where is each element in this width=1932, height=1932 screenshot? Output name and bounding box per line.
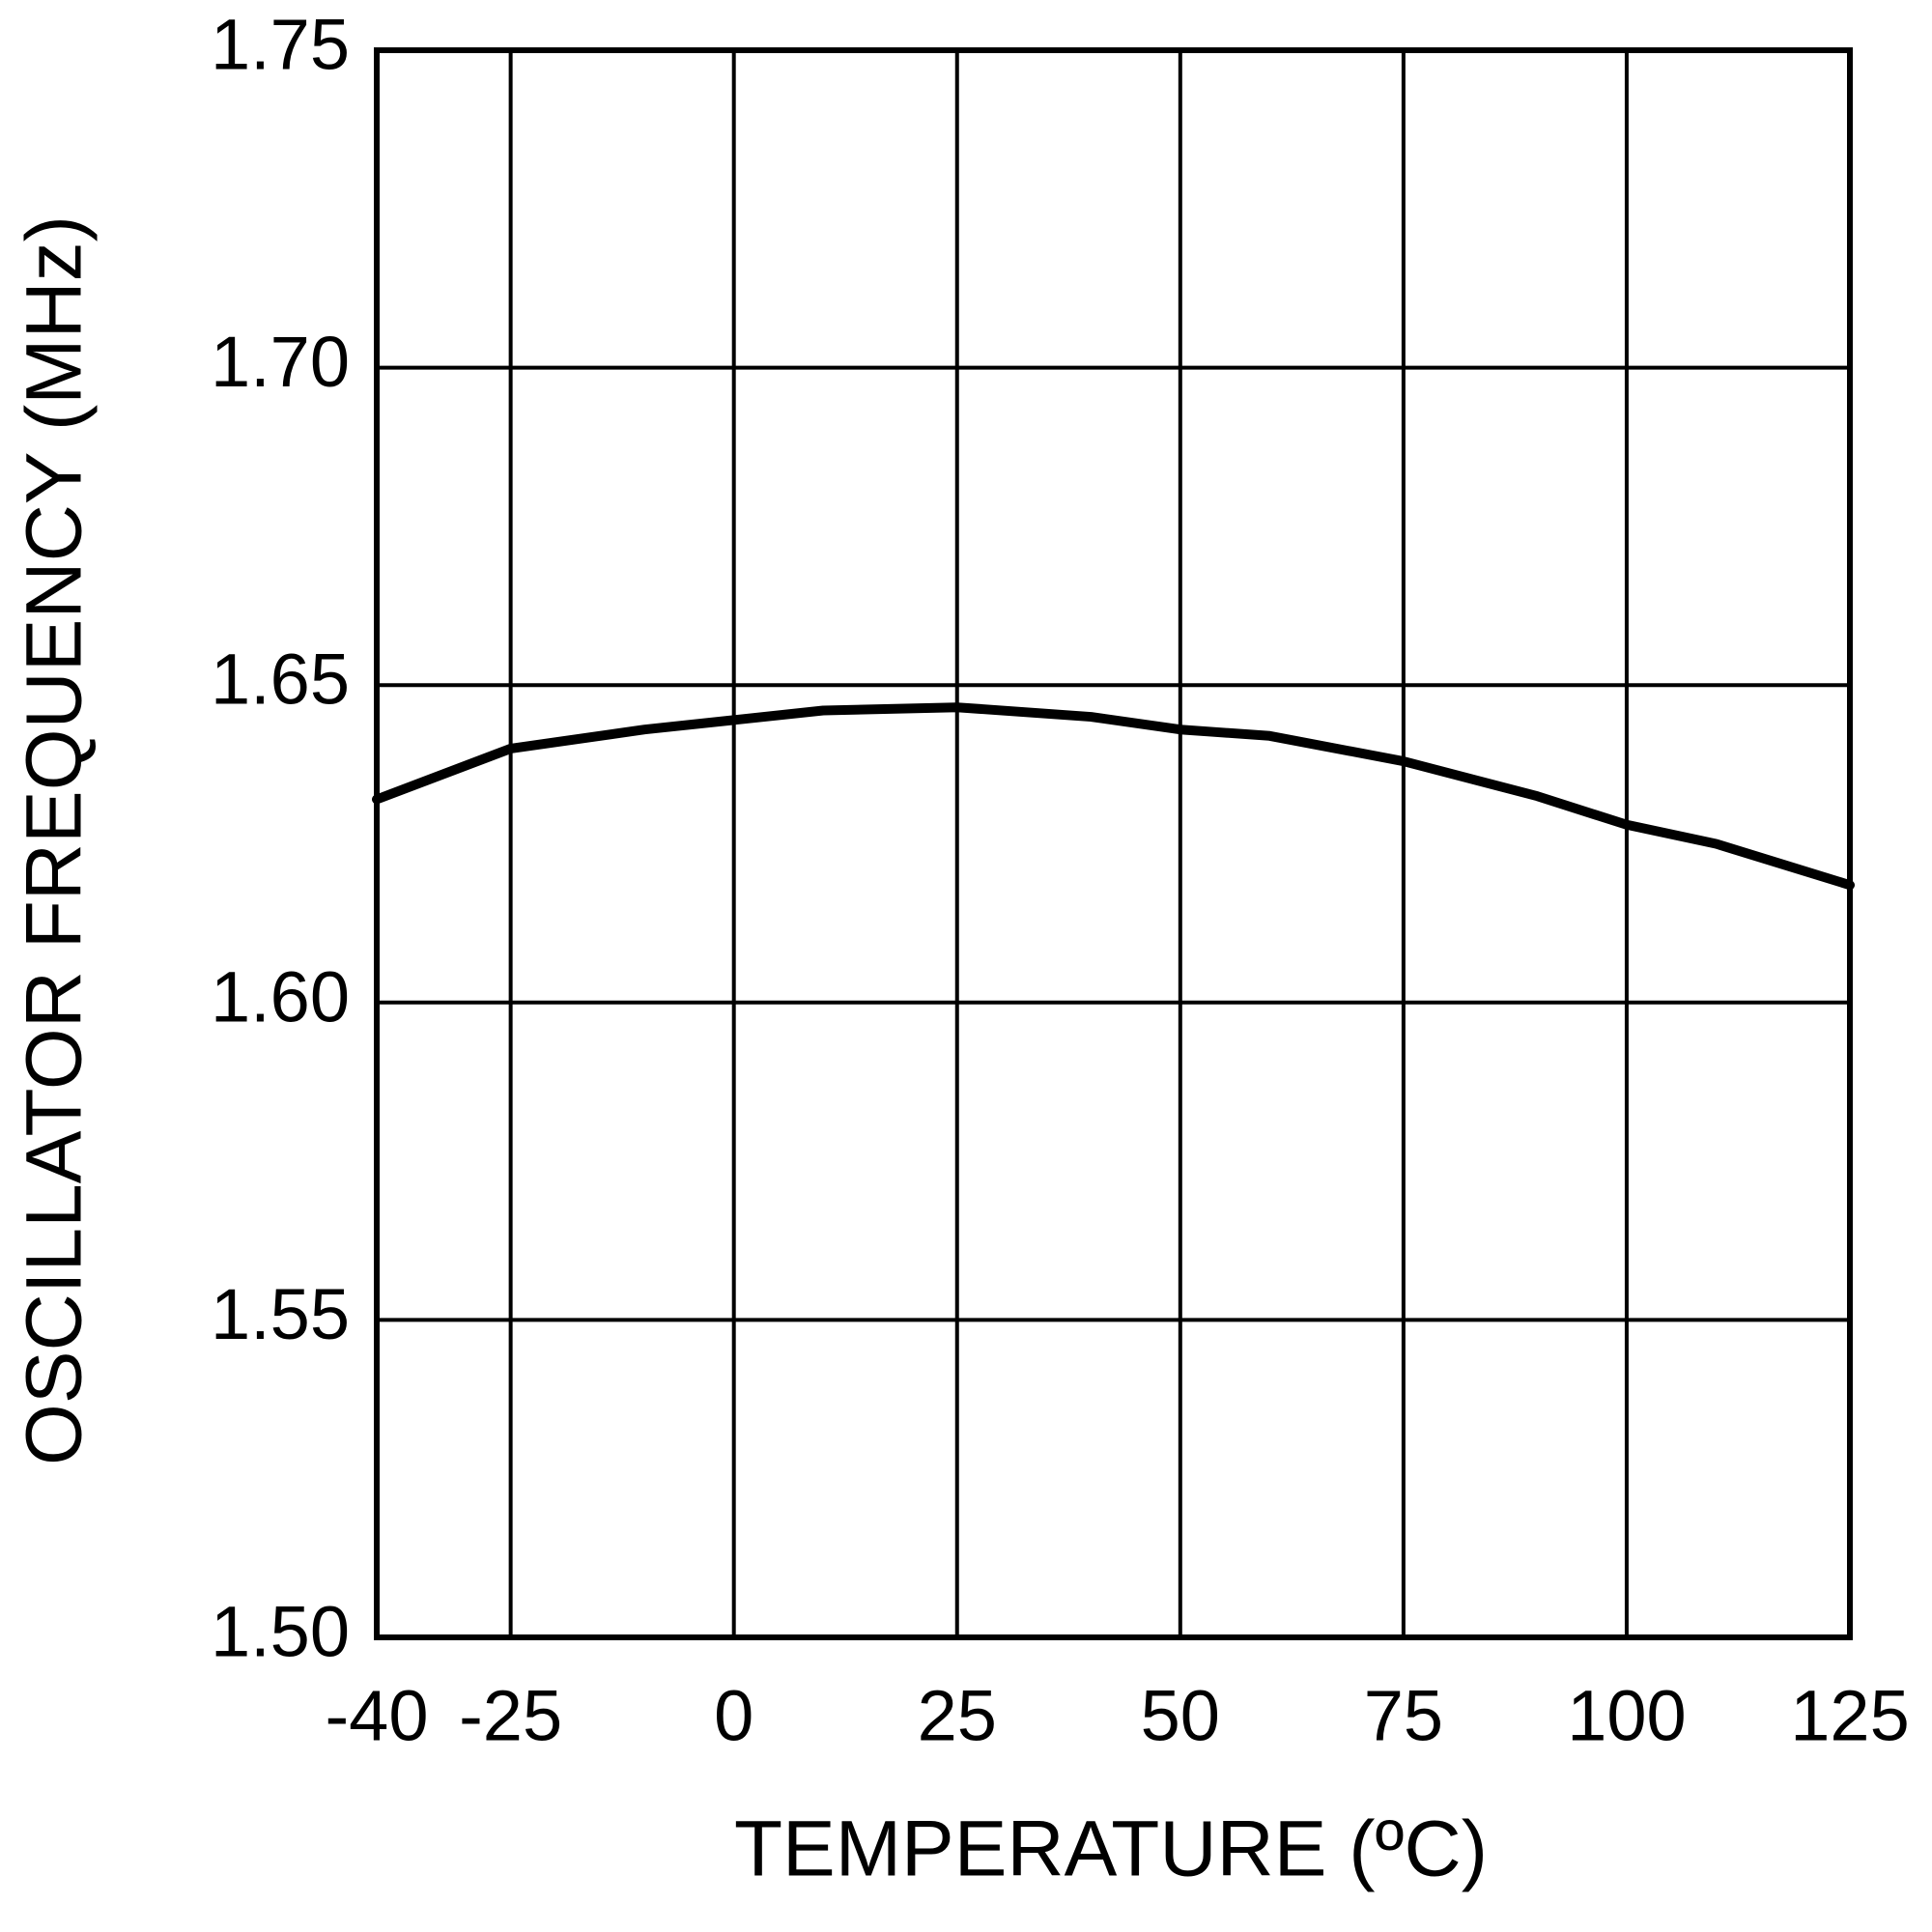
y-tick-label: 1.75 [211, 5, 350, 85]
x-tick-label: 125 [1790, 1676, 1909, 1756]
plot-frame [374, 47, 1853, 1640]
x-tick-label: 100 [1567, 1676, 1686, 1756]
y-tick-label: 1.65 [211, 639, 350, 720]
y-tick-label: 1.60 [211, 956, 350, 1037]
y-tick-label: 1.70 [211, 322, 350, 402]
y-tick-label: 1.55 [211, 1274, 350, 1354]
y-axis-title: OSCILLATOR FREQUENCY (MHz) [11, 215, 99, 1465]
x-tick-label: -25 [459, 1676, 562, 1756]
x-tick-label: -40 [326, 1676, 429, 1756]
x-tick-label: 50 [1141, 1676, 1220, 1756]
x-tick-label: 75 [1364, 1676, 1443, 1756]
data-line [372, 702, 1855, 891]
x-axis-title: TEMPERATURE (ºC) [734, 1805, 1488, 1893]
x-tick-label: 0 [714, 1676, 753, 1756]
x-tick-label: 25 [918, 1676, 997, 1756]
y-tick-label: 1.50 [211, 1592, 350, 1672]
